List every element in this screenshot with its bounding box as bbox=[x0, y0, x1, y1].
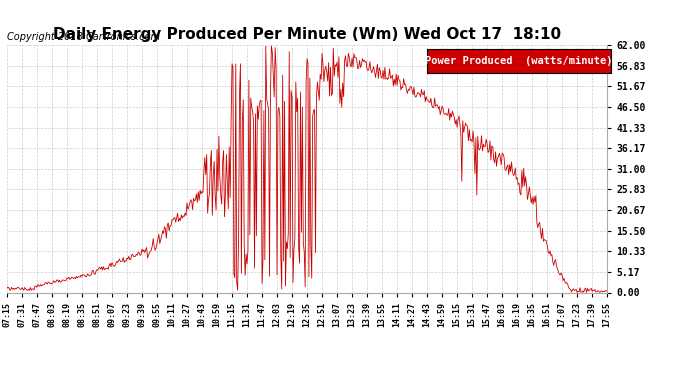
Text: Copyright 2018 Cartronics.com: Copyright 2018 Cartronics.com bbox=[7, 32, 160, 42]
Text: Power Produced  (watts/minute): Power Produced (watts/minute) bbox=[425, 56, 613, 66]
Title: Daily Energy Produced Per Minute (Wm) Wed Oct 17  18:10: Daily Energy Produced Per Minute (Wm) We… bbox=[53, 27, 561, 42]
